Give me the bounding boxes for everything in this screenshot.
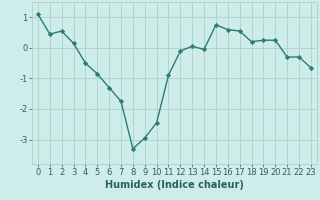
X-axis label: Humidex (Indice chaleur): Humidex (Indice chaleur) [105, 180, 244, 190]
